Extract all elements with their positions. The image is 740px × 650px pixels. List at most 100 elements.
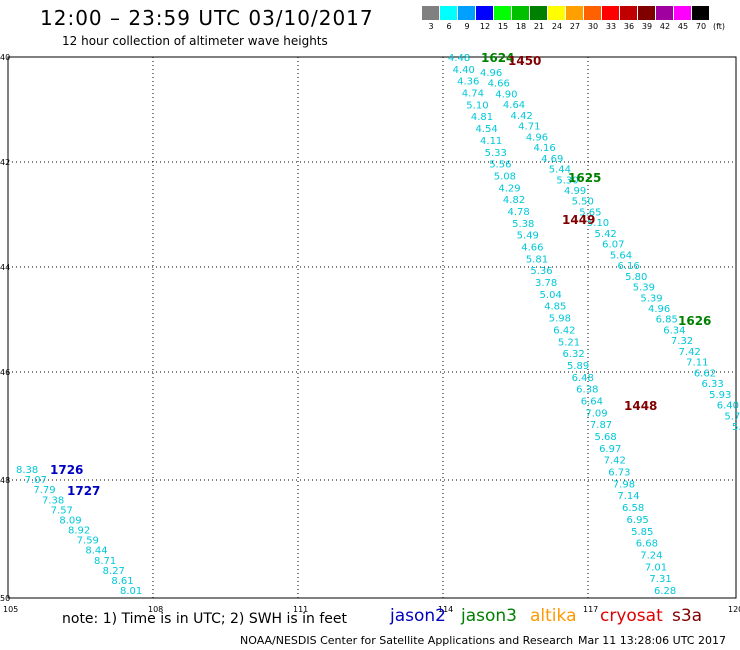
swh-value: 7.11 <box>686 358 708 369</box>
lat-label: 42 <box>0 158 10 167</box>
swh-value: 6.32 <box>562 349 584 360</box>
swh-value: 3.78 <box>535 278 557 289</box>
swh-value: 7.57 <box>51 505 73 516</box>
swh-value: 7.42 <box>604 456 626 467</box>
swh-value: 6.97 <box>599 444 621 455</box>
swh-value: 8.44 <box>85 546 107 557</box>
swh-value: 4.40 <box>453 65 475 76</box>
swh-value: 4.66 <box>521 243 543 254</box>
color-swatch <box>566 6 584 20</box>
swh-value: 6.16 <box>617 261 639 272</box>
swh-value: 5.64 <box>610 250 632 261</box>
swh-value: 6.07 <box>602 240 624 251</box>
color-scale-label: 33 <box>605 22 617 31</box>
color-swatch <box>656 6 674 20</box>
color-scale-label: 30 <box>587 22 599 31</box>
color-scale-label: 45 <box>677 22 689 31</box>
swh-value: 5.80 <box>625 272 647 283</box>
color-swatch <box>674 6 692 20</box>
swh-value: 5.93 <box>709 390 731 401</box>
swh-value: 5.44 <box>549 165 571 176</box>
pass-id-label: 1624 <box>481 51 514 65</box>
swh-value: 6.64 <box>581 396 603 407</box>
swh-value: 5.10 <box>587 218 609 229</box>
color-scale-label: 42 <box>659 22 671 31</box>
swh-value: 4.85 <box>544 302 566 313</box>
pass-id-label: 1448 <box>624 399 657 413</box>
color-scale-label: 27 <box>569 22 581 31</box>
page-subtitle: 12 hour collection of altimeter wave hei… <box>62 34 328 48</box>
swh-value: 7.42 <box>679 347 701 358</box>
color-swatch <box>584 6 602 20</box>
lat-label: 44 <box>0 263 10 272</box>
swh-value: 6.28 <box>654 586 676 597</box>
legend-item-jason2: jason2 <box>390 606 446 626</box>
swh-value: 8.61 <box>111 576 133 587</box>
swh-value: 4.81 <box>471 112 493 123</box>
pass-id-label: 1625 <box>568 171 601 185</box>
pass-id-label: 1449 <box>562 213 595 227</box>
legend-item-jason3: jason3 <box>461 606 517 626</box>
swh-value: 5.? <box>732 422 740 433</box>
swh-value: 5.81 <box>526 254 548 265</box>
swh-value: 4.71 <box>518 122 540 133</box>
color-scale-unit: (ft) <box>712 22 726 31</box>
swh-value: 5.38 <box>512 219 534 230</box>
page-title: 12:00 – 23:59 UTC 03/10/2017 <box>40 6 374 30</box>
swh-value: 8.27 <box>103 566 125 577</box>
swh-value: 4.11 <box>480 136 502 147</box>
swh-value: 8.38 <box>16 465 38 476</box>
swh-value: 5.33 <box>485 148 507 159</box>
swh-value: 6.33 <box>701 379 723 390</box>
swh-value: 7.07 <box>25 475 47 486</box>
color-swatch <box>548 6 566 20</box>
color-scale-label: 24 <box>551 22 563 31</box>
swh-value: 6.48 <box>572 373 594 384</box>
swh-value: 8.01 <box>120 586 142 597</box>
swh-value: 4.99 <box>564 186 586 197</box>
swh-value: 4.66 <box>488 79 510 90</box>
swh-value: 7.09 <box>585 408 607 419</box>
pass-id-label: 1450 <box>508 54 541 68</box>
swh-value: 4.48 <box>448 53 470 64</box>
footer-timestamp: Mar 11 13:28:06 UTC 2017 <box>578 634 726 647</box>
color-scale <box>422 6 710 20</box>
swh-value: 4.29 <box>498 183 520 194</box>
swh-value: 5.50 <box>572 197 594 208</box>
swh-value: 8.71 <box>94 556 116 567</box>
legend-item-cryosat: cryosat <box>600 606 663 626</box>
swh-value: 5.56 <box>489 160 511 171</box>
swh-value: 7.24 <box>640 550 662 561</box>
lon-label: 114 <box>438 605 453 614</box>
color-swatch <box>692 6 710 20</box>
color-swatch <box>620 6 638 20</box>
footer-credit: NOAA/NESDIS Center for Satellite Applica… <box>240 634 574 647</box>
map-frame <box>7 56 737 599</box>
color-scale-label: 39 <box>641 22 653 31</box>
lat-label: 40 <box>0 53 10 62</box>
swh-value: 7.87 <box>590 420 612 431</box>
color-swatch <box>440 6 458 20</box>
swh-value: 4.42 <box>511 111 533 122</box>
color-scale-label: 6 <box>446 22 452 31</box>
swh-value: 7.79 <box>33 485 55 496</box>
swh-value: 6.62 <box>694 368 716 379</box>
lat-label: 50 <box>0 594 10 603</box>
swh-value: 4.96 <box>526 132 548 143</box>
color-scale-labels: 3 6 9 12 15 18 21 24 27 30 33 36 39 42 45 70 (ft) <box>422 22 728 31</box>
lon-label: 108 <box>148 605 163 614</box>
color-swatch <box>458 6 476 20</box>
lon-label: 111 <box>293 605 308 614</box>
swh-value: 5.39 <box>633 283 655 294</box>
swh-value: 7.01 <box>645 562 667 573</box>
legend-item-altika: altika <box>530 606 577 626</box>
swh-value: 7.14 <box>617 491 639 502</box>
color-swatch <box>638 6 656 20</box>
color-swatch <box>512 6 530 20</box>
swh-value: 5.78 <box>724 411 740 422</box>
swh-value: 6.68 <box>636 539 658 550</box>
color-scale-label: 18 <box>515 22 527 31</box>
swh-value: 4.96 <box>648 304 670 315</box>
swh-value: 5.36 <box>530 266 552 277</box>
swh-value: 5.85 <box>631 527 653 538</box>
